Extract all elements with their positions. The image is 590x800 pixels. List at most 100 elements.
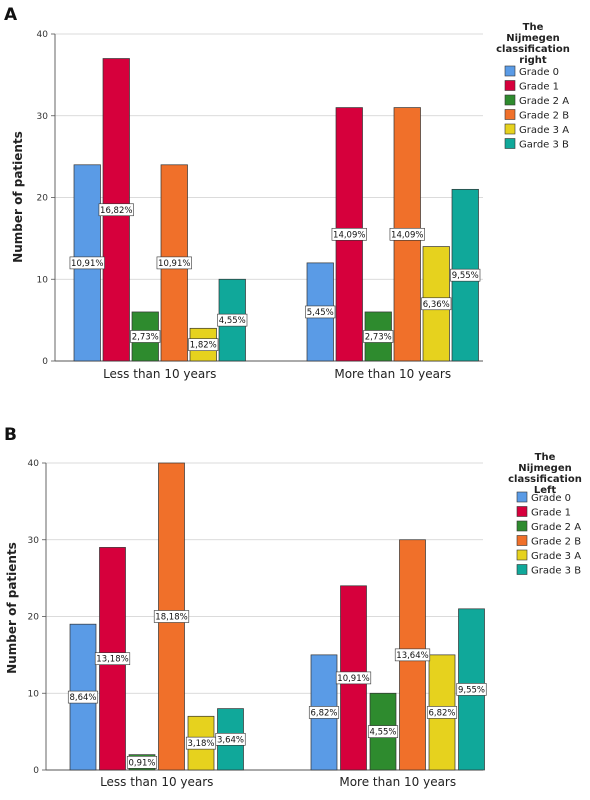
- panel-a-data-label-box: [305, 305, 336, 319]
- panel-b-legend-swatch: [516, 535, 528, 546]
- panel-b-legend-item: Grade 2 A: [531, 522, 581, 533]
- panel-b-data-label: 13,18%: [96, 655, 128, 665]
- panel-b-y-tick-label: 30: [28, 536, 40, 546]
- panel-a-data-label: 2,73%: [132, 332, 159, 342]
- panel-b-data-label-box: [94, 652, 131, 666]
- panel-a-data-label-box: [363, 330, 394, 343]
- panel-a-legend-title: right: [519, 55, 547, 66]
- panel-b-legend-swatch: [516, 564, 528, 575]
- panel-a-legend-swatch: [504, 94, 516, 106]
- panel-b-data-label-box: [335, 671, 372, 685]
- panel-a-y-tick-label: 40: [37, 30, 49, 40]
- panel-b-legend-item: Grade 0: [531, 493, 571, 504]
- panel-b-data-label-box: [456, 683, 487, 696]
- panel-b-y-tick-label: 0: [33, 766, 39, 776]
- panel-b-data-label-box: [153, 610, 190, 623]
- panel-b-data-label-box: [215, 732, 246, 746]
- panel-a-data-label-box: [98, 203, 134, 217]
- panel-a-y-tick-label: 30: [37, 112, 49, 122]
- panel-b-data-label: 3,64%: [217, 735, 244, 745]
- panel-a-data-label-box: [450, 268, 481, 282]
- panel-b-data-label: 8,64%: [69, 693, 96, 703]
- panel-a-bars: [73, 58, 479, 362]
- panel-a-legend-title: classification: [496, 44, 570, 55]
- panel-b-legend-title: The: [535, 452, 556, 463]
- panel-b-data-label-box: [67, 690, 99, 704]
- panel-a-data-label: 10,91%: [158, 259, 190, 269]
- panel-b-data-label-box: [394, 648, 431, 662]
- panel-a-legend-swatch: [504, 80, 516, 91]
- panel-b-data-label: 3,18%: [187, 739, 214, 749]
- panel-a-legend-title: Nijmegen: [506, 33, 560, 44]
- panel-a-legend-item: Grade 0: [519, 67, 559, 78]
- panel-b-letter: B: [4, 425, 17, 445]
- panel-b-data-label-box: [308, 706, 340, 719]
- panel-b-legend-swatch: [516, 549, 528, 561]
- panel-b-data-label-box: [367, 725, 399, 738]
- panel-a-data-label: 9,55%: [452, 271, 479, 281]
- panel-a-data-label: 4,55%: [219, 316, 246, 326]
- panel-a-data-label: 16,82%: [100, 206, 132, 216]
- panel-b-data-label: 6,82%: [310, 708, 337, 718]
- panel-a-data-label-box: [130, 330, 161, 343]
- panel-a-y-tick-label: 10: [37, 275, 49, 285]
- panel-b-data-label: 13,64%: [396, 651, 428, 661]
- panel-b-legend-item: Grade 2 B: [531, 537, 581, 548]
- panel-a: A Number of patients 0 10 20 30 40 10,91% 16,…: [4, 5, 570, 381]
- panel-b-data-label: 9,55%: [458, 685, 485, 695]
- panel-a-letter: A: [4, 5, 18, 25]
- panel-b: B Number of patients 0 10 20 30 40 8,64% 13,1…: [4, 425, 582, 789]
- panel-a-data-labels: 10,91% 16,82% 2,73% 10,91% 1,82% 4,55% 5,45% 14…: [69, 203, 481, 351]
- panel-a-legend-swatch: [504, 65, 516, 77]
- panel-a-category-label: More than 10 years: [334, 367, 451, 381]
- panel-a-data-label-box: [156, 256, 192, 270]
- panel-a-legend-item: Grade 1: [519, 82, 559, 93]
- panel-a-legend-item: Grade 2 A: [519, 96, 569, 107]
- panel-b-legend-swatch: [516, 520, 528, 532]
- panel-a-data-label-box: [421, 297, 452, 311]
- panel-a-data-label: 6,36%: [423, 300, 450, 310]
- panel-b-categories: Less than 10 years More than 10 years: [100, 775, 456, 789]
- panel-a-data-label: 10,91%: [71, 259, 103, 269]
- panel-b-data-label: 4,55%: [369, 728, 396, 738]
- panel-a-data-label-box: [331, 227, 367, 241]
- panel-b-legend-title: classification: [508, 474, 582, 485]
- panel-b-legend-item: Grade 1: [531, 508, 571, 519]
- panel-b-legend-swatch: [516, 506, 528, 517]
- panel-a-legend-title: The: [523, 22, 544, 33]
- panel-a-y-tick-label: 20: [37, 194, 49, 204]
- panel-b-legend-swatch: [516, 491, 528, 503]
- panel-a-ylabel: Number of patients: [11, 131, 25, 263]
- panel-a-data-label-box: [389, 227, 425, 241]
- panel-b-y-tick-label: 20: [28, 613, 40, 623]
- panel-b-category-label: More than 10 years: [339, 775, 456, 789]
- panel-b-legend-item: Grade 3 A: [531, 551, 581, 562]
- panel-a-y-ticks: 0 10 20 30 40: [37, 30, 56, 367]
- panel-b-y-ticks: 0 10 20 30 40: [28, 459, 47, 776]
- panel-b-legend-item: Grade 3 B: [531, 566, 581, 577]
- panel-b-data-label: 6,82%: [428, 708, 455, 718]
- panel-a-legend-swatch: [504, 138, 516, 149]
- panel-b-data-label: 18,18%: [155, 613, 187, 623]
- panel-a-category-label: Less than 10 years: [103, 367, 216, 381]
- panel-b-legend-title: Left: [534, 485, 557, 496]
- panel-b-category-label: Less than 10 years: [100, 775, 213, 789]
- panel-b-data-labels: 8,64% 13,18% 0,91% 18,18% 3,18% 3,64% 6,82% 10,…: [67, 610, 487, 769]
- panel-b-data-label-box: [126, 756, 158, 769]
- panel-b-data-label-box: [426, 706, 458, 719]
- panel-a-categories: Less than 10 years More than 10 years: [103, 367, 451, 381]
- panel-a-data-label: 14,09%: [391, 230, 423, 240]
- panel-a-data-label: 1,82%: [190, 341, 217, 351]
- panel-a-data-label-box: [188, 338, 219, 351]
- panel-a-data-label: 14,09%: [333, 230, 365, 240]
- panel-a-legend-item: Garde 3 B: [519, 140, 569, 151]
- panel-b-y-tick-label: 10: [28, 689, 40, 699]
- panel-a-legend-item: Grade 3 A: [519, 125, 569, 136]
- panel-a-data-label-box: [217, 313, 248, 327]
- panel-b-data-label: 10,91%: [337, 674, 369, 684]
- panel-a-data-label-box: [69, 256, 105, 270]
- panel-b-ylabel: Number of patients: [5, 542, 19, 674]
